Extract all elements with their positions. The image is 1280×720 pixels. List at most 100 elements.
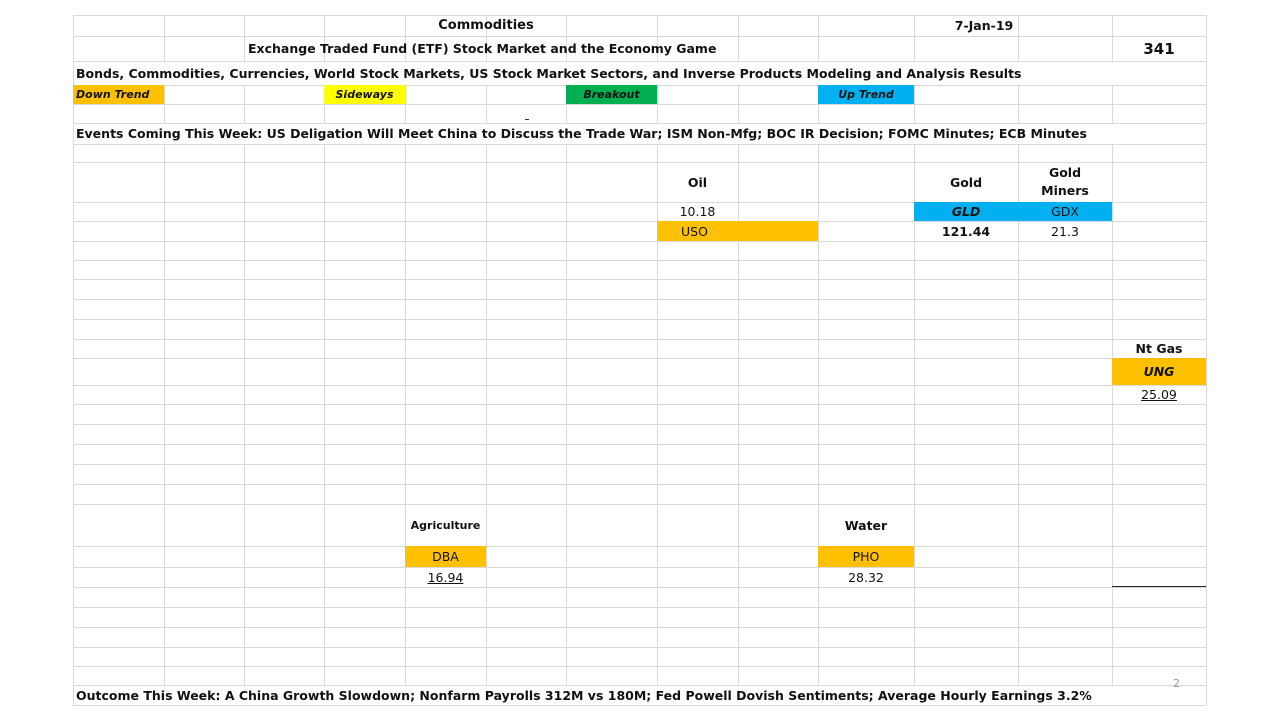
gridline-vertical bbox=[914, 85, 915, 123]
gridline-vertical bbox=[738, 85, 739, 123]
gridline-horizontal bbox=[73, 123, 1206, 124]
gridline-vertical bbox=[244, 15, 245, 61]
gridline-vertical bbox=[566, 85, 567, 123]
oil-ticker: USO bbox=[657, 221, 818, 241]
gold-miners-label-line1: Gold bbox=[1048, 165, 1082, 180]
gold-label: Gold bbox=[949, 174, 983, 190]
legend-up-trend: Up Trend bbox=[818, 85, 914, 104]
gridline-horizontal bbox=[73, 685, 1206, 686]
water-label: Water bbox=[844, 517, 888, 533]
gridline-vertical bbox=[244, 85, 245, 123]
legend-sideways: Sideways bbox=[324, 85, 405, 104]
gridline-horizontal bbox=[73, 567, 1206, 568]
gridline-vertical bbox=[405, 15, 406, 61]
gridline-vertical bbox=[657, 15, 658, 61]
gridline-vertical bbox=[324, 85, 325, 123]
pho-ticker: PHO bbox=[818, 546, 914, 567]
gridline-vertical bbox=[566, 144, 567, 685]
gridline-vertical bbox=[486, 144, 487, 685]
gridline-vertical bbox=[914, 15, 915, 61]
gridline-vertical bbox=[1112, 85, 1113, 123]
gdx-ticker: GDX bbox=[1018, 202, 1112, 221]
gold-miners-label: Gold Miners bbox=[1018, 162, 1112, 202]
dba-value: 16.94 bbox=[427, 569, 464, 585]
gridline-vertical bbox=[164, 85, 165, 123]
gridline-horizontal bbox=[73, 15, 1206, 16]
gridline-horizontal bbox=[73, 279, 1206, 280]
gridline-horizontal bbox=[73, 385, 1206, 386]
dba-ticker: DBA bbox=[405, 546, 486, 567]
gridline-vertical bbox=[1112, 15, 1113, 61]
gridline-vertical bbox=[164, 144, 165, 685]
gridline-horizontal bbox=[73, 144, 1206, 145]
gridline-vertical bbox=[738, 15, 739, 61]
gridline-horizontal bbox=[73, 424, 1206, 425]
gridline-horizontal bbox=[73, 444, 1206, 445]
gridline-vertical bbox=[818, 144, 819, 685]
gridline-vertical bbox=[566, 15, 567, 61]
gridline-vertical bbox=[405, 144, 406, 685]
gridline-vertical bbox=[818, 15, 819, 61]
gld-ticker: GLD bbox=[914, 202, 1018, 221]
gridline-horizontal bbox=[73, 484, 1206, 485]
agriculture-label: Agriculture bbox=[410, 518, 481, 532]
gridline-vertical bbox=[244, 144, 245, 685]
gridline-horizontal bbox=[73, 546, 1206, 547]
gridline-horizontal bbox=[73, 260, 1206, 261]
gridline-vertical bbox=[657, 85, 658, 123]
gridline-horizontal bbox=[73, 607, 1206, 608]
gridline-vertical bbox=[405, 85, 406, 123]
gridline-horizontal bbox=[73, 202, 1206, 203]
gridline-horizontal bbox=[73, 647, 1206, 648]
gridline-vertical bbox=[657, 144, 658, 685]
natural-gas-label: Nt Gas bbox=[1135, 341, 1183, 356]
game-number: 341 bbox=[1143, 39, 1175, 58]
page-number: 2 bbox=[1173, 677, 1180, 690]
gridline-horizontal bbox=[73, 404, 1206, 405]
dash-mark bbox=[525, 119, 529, 120]
gridline-vertical bbox=[324, 144, 325, 685]
legend-down-trend: Down Trend bbox=[73, 85, 164, 104]
cell-border-bottom bbox=[1112, 586, 1206, 587]
gridline-vertical bbox=[486, 85, 487, 123]
gridline-vertical bbox=[1018, 85, 1019, 123]
gridline-horizontal bbox=[73, 504, 1206, 505]
gridline-vertical bbox=[1206, 15, 1207, 705]
gridline-horizontal bbox=[73, 36, 1206, 37]
gridline-horizontal bbox=[73, 587, 1206, 588]
gridline-horizontal bbox=[73, 61, 1206, 62]
gridline-horizontal bbox=[73, 104, 1206, 105]
outcome-this-week: Outcome This Week: A China Growth Slowdo… bbox=[76, 687, 1092, 703]
gridline-vertical bbox=[914, 144, 915, 685]
gridline-vertical bbox=[818, 85, 819, 123]
page-subtitle: Exchange Traded Fund (ETF) Stock Market … bbox=[248, 41, 717, 56]
gridline-horizontal bbox=[73, 339, 1206, 340]
ung-ticker: UNG bbox=[1112, 358, 1206, 385]
gridline-horizontal bbox=[73, 221, 1206, 222]
gridline-horizontal bbox=[73, 319, 1206, 320]
gridline-horizontal bbox=[73, 627, 1206, 628]
gridline-vertical bbox=[324, 15, 325, 61]
page-title: Commodities bbox=[438, 18, 534, 33]
gridline-vertical bbox=[738, 144, 739, 685]
gridline-vertical bbox=[73, 15, 74, 705]
gridline-vertical bbox=[486, 15, 487, 61]
gridline-horizontal bbox=[73, 705, 1206, 706]
description: Bonds, Commodities, Currencies, World St… bbox=[76, 65, 1022, 81]
gdx-value: 21.3 bbox=[1051, 223, 1079, 239]
gridline-horizontal bbox=[73, 241, 1206, 242]
gold-miners-label-line2: Miners bbox=[1041, 183, 1089, 198]
gridline-horizontal bbox=[73, 299, 1206, 300]
report-date: 7-Jan-19 bbox=[954, 18, 1014, 33]
gridline-vertical bbox=[164, 15, 165, 61]
gridline-horizontal bbox=[73, 358, 1206, 359]
pho-value: 28.32 bbox=[848, 569, 884, 585]
gld-value: 121.44 bbox=[941, 223, 991, 239]
gridline-horizontal bbox=[73, 162, 1206, 163]
oil-label: Oil bbox=[687, 174, 708, 190]
gridline-horizontal bbox=[73, 464, 1206, 465]
gridline-vertical bbox=[1018, 144, 1019, 685]
legend-breakout: Breakout bbox=[566, 85, 657, 104]
gridline-horizontal bbox=[73, 666, 1206, 667]
